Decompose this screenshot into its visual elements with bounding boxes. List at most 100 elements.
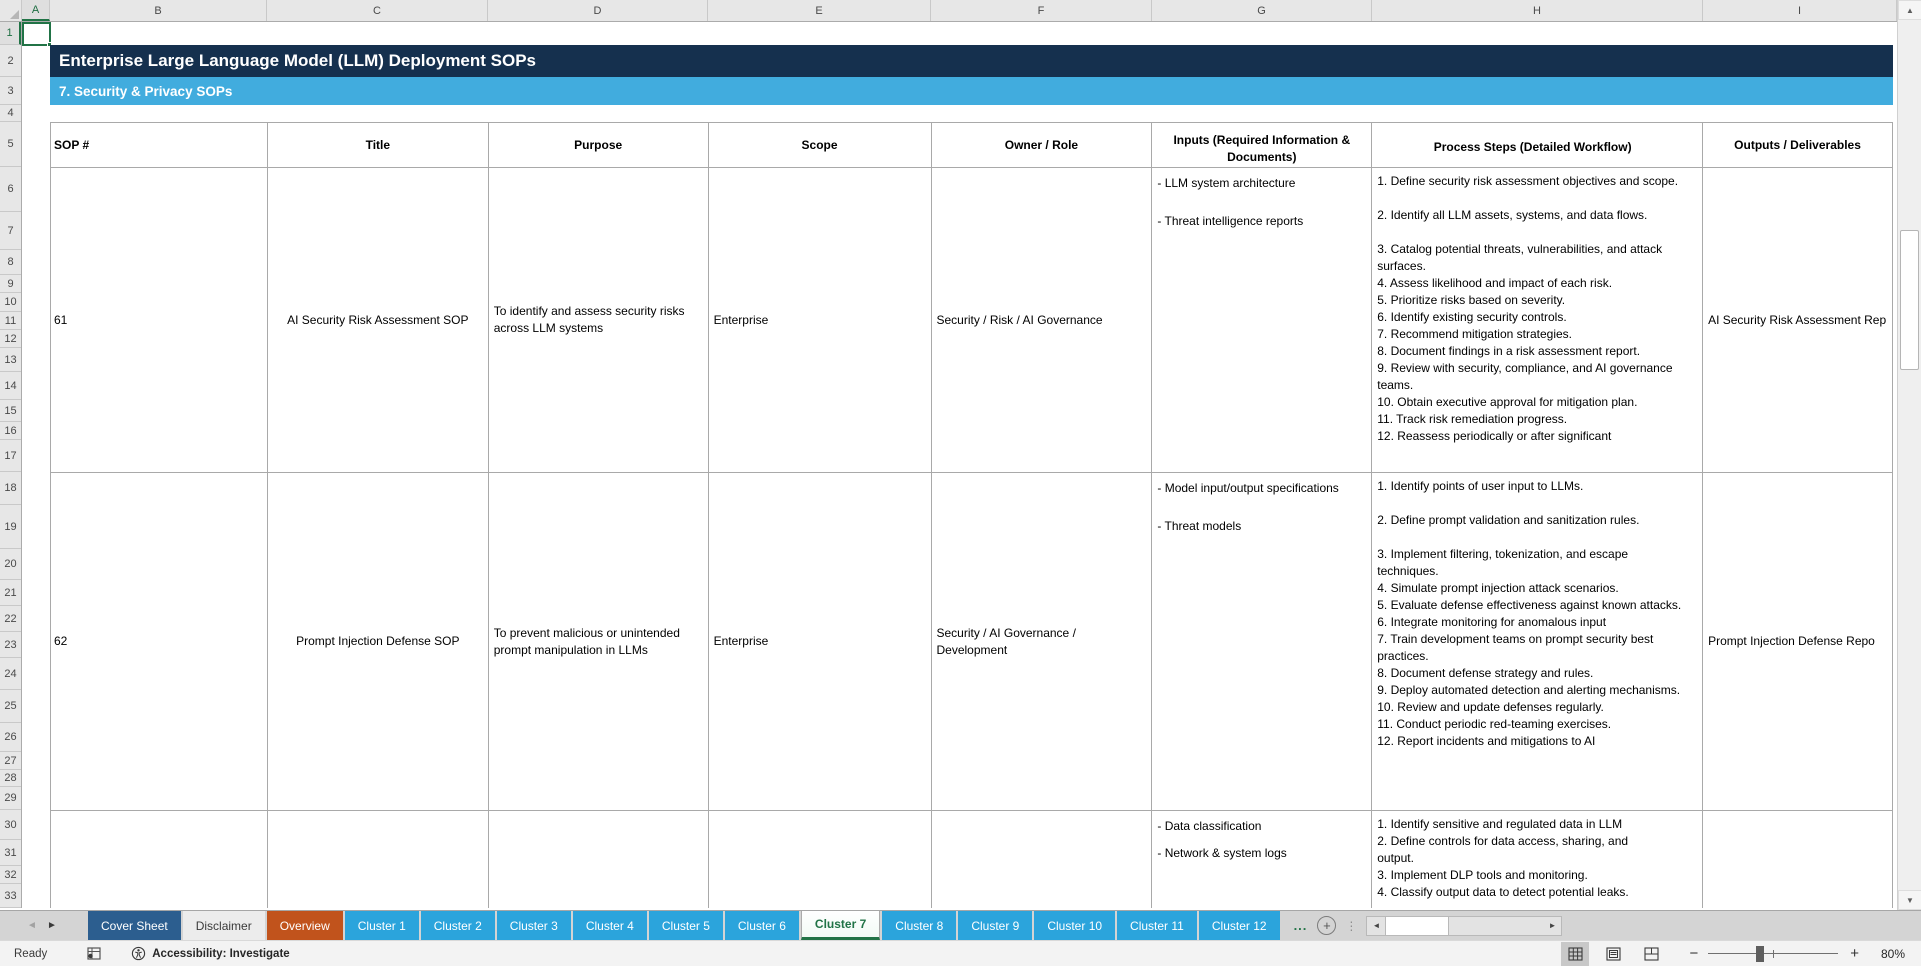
- row-header-19[interactable]: 19: [0, 505, 21, 549]
- row-header-28[interactable]: 28: [0, 770, 21, 787]
- row-header-30[interactable]: 30: [0, 810, 21, 840]
- scroll-right-icon[interactable]: ►: [1548, 921, 1557, 930]
- cell-inputs[interactable]: - Model input/output specifications - Thr…: [1152, 473, 1373, 811]
- row-header-26[interactable]: 26: [0, 723, 21, 752]
- column-header-A[interactable]: A: [22, 0, 50, 21]
- cell-inputs[interactable]: - LLM system architecture - Threat intell…: [1152, 168, 1373, 473]
- table-header-cell[interactable]: SOP #: [51, 123, 268, 168]
- row-header-20[interactable]: 20: [0, 549, 21, 580]
- column-header-I[interactable]: I: [1703, 0, 1897, 21]
- zoom-out-button[interactable]: −: [1689, 945, 1699, 962]
- table-header-cell[interactable]: Process Steps (Detailed Workflow): [1372, 123, 1704, 168]
- cell-process-steps[interactable]: 1. Identify points of user input to LLMs…: [1372, 473, 1704, 811]
- table-header-cell[interactable]: Scope: [708, 123, 932, 168]
- horizontal-scrollbar[interactable]: ◄ ►: [1366, 915, 1563, 936]
- cell-owner[interactable]: Security / AI Governance / Development: [931, 473, 1153, 811]
- sheet-tab-cluster-1[interactable]: Cluster 1: [344, 911, 419, 940]
- cell-process-steps[interactable]: 1. Define security risk assessment objec…: [1372, 168, 1704, 473]
- cell-output[interactable]: Prompt Injection Defense Repo: [1703, 473, 1893, 811]
- cell-scope[interactable]: Enterprise: [708, 473, 932, 811]
- sheet-tab-cluster-10[interactable]: Cluster 10: [1034, 911, 1116, 940]
- row-header-6[interactable]: 6: [0, 167, 21, 212]
- cell-sop-number[interactable]: 62: [51, 473, 268, 811]
- row-header-11[interactable]: 11: [0, 312, 21, 330]
- tab-overflow-menu[interactable]: ...: [1293, 918, 1308, 933]
- table-header-cell[interactable]: Purpose: [488, 123, 709, 168]
- sheet-tab-cluster-4[interactable]: Cluster 4: [572, 911, 647, 940]
- row-header-25[interactable]: 25: [0, 690, 21, 723]
- sheet-tab-cluster-6[interactable]: Cluster 6: [724, 911, 799, 940]
- row-header-14[interactable]: 14: [0, 372, 21, 400]
- row-header-1[interactable]: 1: [0, 22, 21, 45]
- row-header-18[interactable]: 18: [0, 472, 21, 505]
- select-all-corner[interactable]: [0, 0, 22, 21]
- sheet-canvas[interactable]: Enterprise Large Language Model (LLM) De…: [22, 22, 1897, 908]
- row-header-17[interactable]: 17: [0, 440, 21, 472]
- selected-cell-a1[interactable]: [22, 22, 52, 47]
- cell-purpose[interactable]: To prevent malicious or unintended promp…: [488, 473, 709, 811]
- cell-output[interactable]: AI Security Risk Assessment Rep: [1703, 168, 1893, 473]
- sheet-tab-overview[interactable]: Overview: [266, 911, 343, 940]
- table-header-cell[interactable]: Owner / Role: [931, 123, 1153, 168]
- cell-sop-number[interactable]: [51, 811, 268, 908]
- scroll-up-icon[interactable]: ▲: [1898, 0, 1921, 20]
- row-header-10[interactable]: 10: [0, 293, 21, 312]
- zoom-slider-handle[interactable]: [1756, 945, 1765, 962]
- column-header-H[interactable]: H: [1372, 0, 1703, 21]
- row-header-8[interactable]: 8: [0, 250, 21, 275]
- tab-scroll-left-icon[interactable]: ◄: [27, 920, 37, 931]
- cell-owner[interactable]: [932, 811, 1153, 908]
- tab-scroll-right-icon[interactable]: ►: [47, 920, 57, 931]
- row-header-12[interactable]: 12: [0, 330, 21, 348]
- row-header-21[interactable]: 21: [0, 580, 21, 606]
- table-header-cell[interactable]: Inputs (Required Information & Documents…: [1152, 123, 1373, 168]
- cell-purpose[interactable]: [489, 811, 709, 908]
- sheet-tab-cluster-2[interactable]: Cluster 2: [420, 911, 495, 940]
- sheet-tab-cluster-3[interactable]: Cluster 3: [496, 911, 571, 940]
- page-break-preview-button[interactable]: [1637, 942, 1665, 966]
- cell-scope[interactable]: [709, 811, 932, 908]
- zoom-slider[interactable]: [1708, 945, 1839, 962]
- zoom-level-label[interactable]: 80%: [1880, 946, 1905, 961]
- row-header-23[interactable]: 23: [0, 632, 21, 658]
- sheet-tab-disclaimer[interactable]: Disclaimer: [182, 911, 265, 940]
- cell-purpose[interactable]: To identify and assess security risks ac…: [488, 168, 709, 473]
- cell-process-steps[interactable]: 1. Identify sensitive and regulated data…: [1372, 811, 1704, 908]
- row-header-9[interactable]: 9: [0, 275, 21, 293]
- horizontal-scrollbar-thumb[interactable]: [1385, 916, 1450, 935]
- accessibility-checker-button[interactable]: Accessibility: Investigate: [131, 946, 290, 961]
- sheet-tab-cluster-11[interactable]: Cluster 11: [1117, 911, 1197, 940]
- column-header-E[interactable]: E: [708, 0, 931, 21]
- row-header-4[interactable]: 4: [0, 105, 21, 122]
- sheet-tab-cluster-7[interactable]: Cluster 7: [800, 911, 881, 940]
- normal-view-button[interactable]: [1561, 941, 1590, 966]
- column-header-D[interactable]: D: [488, 0, 708, 21]
- cell-owner[interactable]: Security / Risk / AI Governance: [931, 168, 1153, 473]
- row-header-2[interactable]: 2: [0, 45, 21, 77]
- table-header-cell[interactable]: Title: [267, 123, 489, 168]
- row-header-31[interactable]: 31: [0, 840, 21, 866]
- row-header-15[interactable]: 15: [0, 400, 21, 422]
- section-banner-subtitle[interactable]: 7. Security & Privacy SOPs: [50, 77, 1893, 105]
- row-header-7[interactable]: 7: [0, 212, 21, 250]
- scroll-left-icon[interactable]: ◄: [1372, 921, 1381, 930]
- sheet-tab-cluster-8[interactable]: Cluster 8: [882, 911, 957, 940]
- row-header-5[interactable]: 5: [0, 122, 21, 167]
- page-layout-view-button[interactable]: [1599, 942, 1627, 966]
- cell-title[interactable]: Prompt Injection Defense SOP: [267, 473, 489, 811]
- row-header-33[interactable]: 33: [0, 884, 21, 908]
- cell-title[interactable]: [268, 811, 489, 908]
- sheet-tab-cluster-5[interactable]: Cluster 5: [648, 911, 723, 940]
- row-header-22[interactable]: 22: [0, 606, 21, 632]
- vertical-scrollbar[interactable]: ▲ ▼: [1897, 0, 1921, 910]
- row-header-29[interactable]: 29: [0, 787, 21, 810]
- vertical-scrollbar-thumb[interactable]: [1900, 230, 1919, 370]
- row-header-13[interactable]: 13: [0, 348, 21, 372]
- cell-title[interactable]: AI Security Risk Assessment SOP: [267, 168, 489, 473]
- column-header-G[interactable]: G: [1152, 0, 1372, 21]
- cell-output[interactable]: [1703, 811, 1893, 908]
- row-header-27[interactable]: 27: [0, 752, 21, 770]
- table-header-cell[interactable]: Outputs / Deliverables: [1703, 123, 1893, 168]
- workbook-banner-title[interactable]: Enterprise Large Language Model (LLM) De…: [50, 45, 1893, 77]
- row-header-3[interactable]: 3: [0, 77, 21, 105]
